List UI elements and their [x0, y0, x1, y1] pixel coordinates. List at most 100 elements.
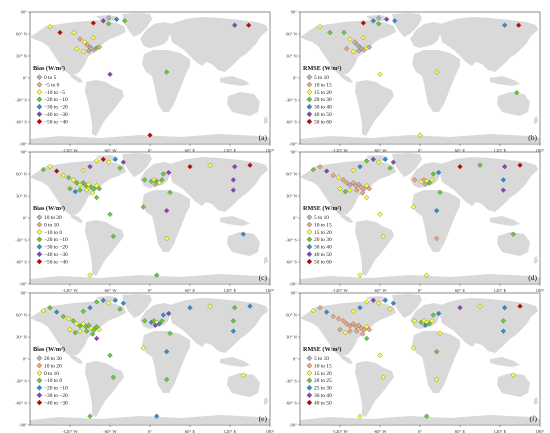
legend-label: 40 to 50: [314, 112, 332, 118]
station-marker: [66, 316, 72, 322]
legend-swatch: [36, 229, 43, 235]
station-marker: [90, 20, 96, 26]
station-marker: [410, 204, 416, 210]
station-marker: [410, 345, 416, 351]
station-marker: [350, 180, 356, 186]
station-marker: [347, 182, 353, 188]
station-marker: [207, 162, 213, 168]
panel-tag: (d): [528, 273, 537, 282]
station-marker: [40, 166, 46, 173]
station-marker: [159, 318, 165, 324]
station-marker: [232, 22, 238, 28]
station-marker: [94, 299, 100, 305]
legend-swatch: [306, 89, 313, 95]
legend-item: 20 to 30: [306, 236, 332, 243]
station-marker: [437, 189, 443, 195]
legend-label: 15 to 20: [314, 371, 332, 377]
station-marker: [230, 318, 236, 324]
legend-label: 40 to 50: [314, 252, 332, 258]
legend-item: 5 to 10: [306, 74, 329, 81]
station-marker: [330, 172, 336, 179]
legend-item: 5 to 10: [306, 355, 329, 362]
land-mass: [300, 13, 540, 143]
lon-tick-label: 180°: [266, 148, 275, 153]
legend-item: −20 to −10: [36, 96, 68, 103]
legend-label: 5 to 10: [314, 75, 329, 81]
lon-tick-label: -120° W: [62, 429, 78, 433]
station-marker: [376, 15, 382, 21]
station-marker: [347, 328, 353, 334]
legend-item: −30 to −20: [36, 103, 68, 111]
lon-tick-label: 120° E: [494, 148, 507, 153]
station-marker: [77, 323, 83, 329]
legend-label: −40 to −30: [44, 252, 68, 258]
station-marker: [370, 297, 376, 303]
lon-tick-label: 180°: [536, 288, 545, 293]
map-panel-d: -120° W -60° W 0° 60° E 120° E 180° 90° 60° N 30…: [285, 150, 544, 293]
lat-tick-label: 30° N: [286, 194, 298, 199]
station-marker: [164, 376, 170, 383]
station-marker: [337, 327, 343, 333]
station-marker: [424, 272, 430, 278]
station-marker: [347, 36, 353, 42]
legend-item: −20 to −10: [36, 236, 68, 243]
station-marker: [424, 413, 430, 419]
station-marker: [164, 349, 170, 355]
station-marker: [164, 69, 170, 75]
station-marker: [94, 158, 100, 164]
legend-swatch: [36, 111, 43, 118]
station-marker: [80, 167, 86, 173]
legend-swatch: [306, 399, 313, 406]
station-marker: [390, 159, 396, 165]
lat-tick-label: 90°: [21, 150, 28, 155]
lat-tick-label: -60° S: [285, 260, 297, 265]
lon-tick-label: 120° E: [224, 148, 237, 153]
station-marker: [310, 307, 316, 314]
station-marker: [382, 297, 388, 303]
station-marker: [517, 303, 523, 309]
legend-swatch: [306, 362, 313, 369]
legend-label: 30 to 40: [314, 393, 332, 399]
legend-swatch: [306, 251, 313, 258]
station-marker: [500, 177, 506, 183]
station-marker: [370, 156, 376, 162]
legend-swatch: [306, 392, 313, 399]
legend-swatch: [306, 243, 313, 250]
lat-tick-label: 60° N: [16, 172, 28, 177]
station-marker: [142, 177, 148, 183]
lon-tick-label: 0°: [418, 148, 422, 153]
station-marker: [430, 312, 436, 318]
legend-label: −20 to −10: [44, 237, 68, 243]
station-marker: [166, 169, 172, 176]
legend-item: 20 to 30: [306, 96, 332, 103]
station-marker: [142, 318, 148, 324]
station-marker: [96, 327, 102, 333]
legend-label: −50 to −40: [44, 259, 68, 265]
legend-item: −50 to −40: [36, 118, 68, 125]
legend-label: −10 to 0: [44, 230, 62, 236]
legend-item: −20 to −10: [36, 384, 68, 392]
station-marker: [77, 36, 83, 42]
station-marker: [436, 310, 442, 317]
station-marker: [360, 20, 366, 26]
station-marker: [350, 48, 356, 55]
station-marker: [429, 318, 435, 324]
map-panel-e: -120° W -60° W 0° 60° E 120° E 180° 90° 60° N 30…: [15, 291, 274, 433]
station-marker: [40, 307, 46, 314]
station-marker: [417, 132, 423, 138]
legend-swatch: [306, 96, 313, 103]
station-marker: [240, 231, 246, 237]
station-marker: [477, 303, 483, 309]
station-marker: [84, 187, 90, 193]
station-marker: [77, 328, 83, 334]
station-marker: [412, 177, 418, 183]
station-marker: [71, 29, 77, 36]
lat-tick-label: -90°: [19, 282, 27, 287]
legend-item: 10 to 15: [306, 362, 332, 369]
station-marker: [247, 162, 253, 168]
station-marker: [67, 186, 73, 192]
legend-label: 10 to 20: [44, 363, 62, 369]
legend-label: 10 to 15: [314, 363, 332, 369]
